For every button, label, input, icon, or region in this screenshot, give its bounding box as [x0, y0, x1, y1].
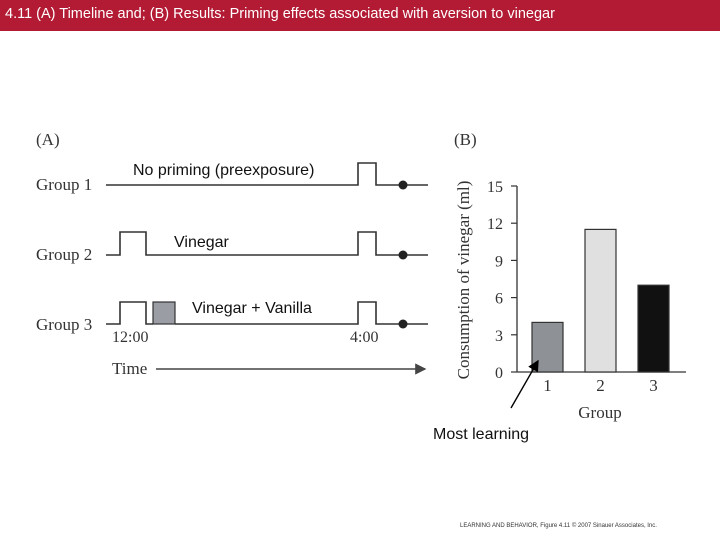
y-ticks: 0 3 6 9 12 15: [487, 179, 517, 382]
time-end-label: 4:00: [350, 329, 378, 346]
x-axis-title: Group: [578, 403, 621, 422]
y-axis-title: Consumption of vinegar (ml): [454, 181, 473, 380]
x-tick-label: 3: [649, 376, 658, 395]
y-tick-label: 15: [487, 179, 503, 196]
callout-arrow: [510, 359, 539, 409]
y-tick-label: 6: [495, 291, 503, 308]
group-3-label: Group 3: [36, 315, 92, 334]
x-ticks: 1 2 3: [543, 376, 658, 395]
title-bar: 4.11 (A) Timeline and; (B) Results: Prim…: [0, 0, 720, 31]
group-3-timeline: [106, 301, 428, 325]
bar-group-2: [584, 228, 617, 373]
group-3-test-dot: [398, 319, 408, 329]
time-axis-label: Time: [112, 359, 147, 378]
annotation-no-priming: No priming (preexposure): [132, 162, 316, 180]
x-tick-label: 1: [543, 376, 552, 395]
annotation-vinegar: Vinegar: [173, 234, 230, 252]
group-1-label: Group 1: [36, 175, 92, 194]
group-3-vanilla-block: [152, 301, 176, 325]
panel-b-label: (B): [454, 130, 477, 149]
callout-most-learning: Most learning: [432, 426, 531, 444]
y-tick-label: 3: [495, 328, 503, 345]
panel-a-label: (A): [36, 130, 60, 149]
time-start-label: 12:00: [112, 329, 148, 346]
group-2-test-dot: [398, 250, 408, 260]
group-1-timeline: [106, 162, 428, 186]
bar-group-3: [637, 284, 670, 373]
slide-title: 4.11 (A) Timeline and; (B) Results: Prim…: [5, 6, 555, 22]
y-tick-label: 0: [495, 365, 503, 382]
group-1-test-dot: [398, 180, 408, 190]
y-tick-label: 9: [495, 253, 503, 270]
figure-credit: LEARNING AND BEHAVIOR, Figure 4.11 © 200…: [460, 523, 657, 529]
group-2-label: Group 2: [36, 245, 92, 264]
bars: [531, 228, 670, 373]
x-tick-label: 2: [596, 376, 605, 395]
group-2-timeline: [106, 231, 428, 256]
annotation-vinegar-vanilla: Vinegar + Vanilla: [191, 300, 313, 318]
y-tick-label: 12: [487, 216, 503, 233]
